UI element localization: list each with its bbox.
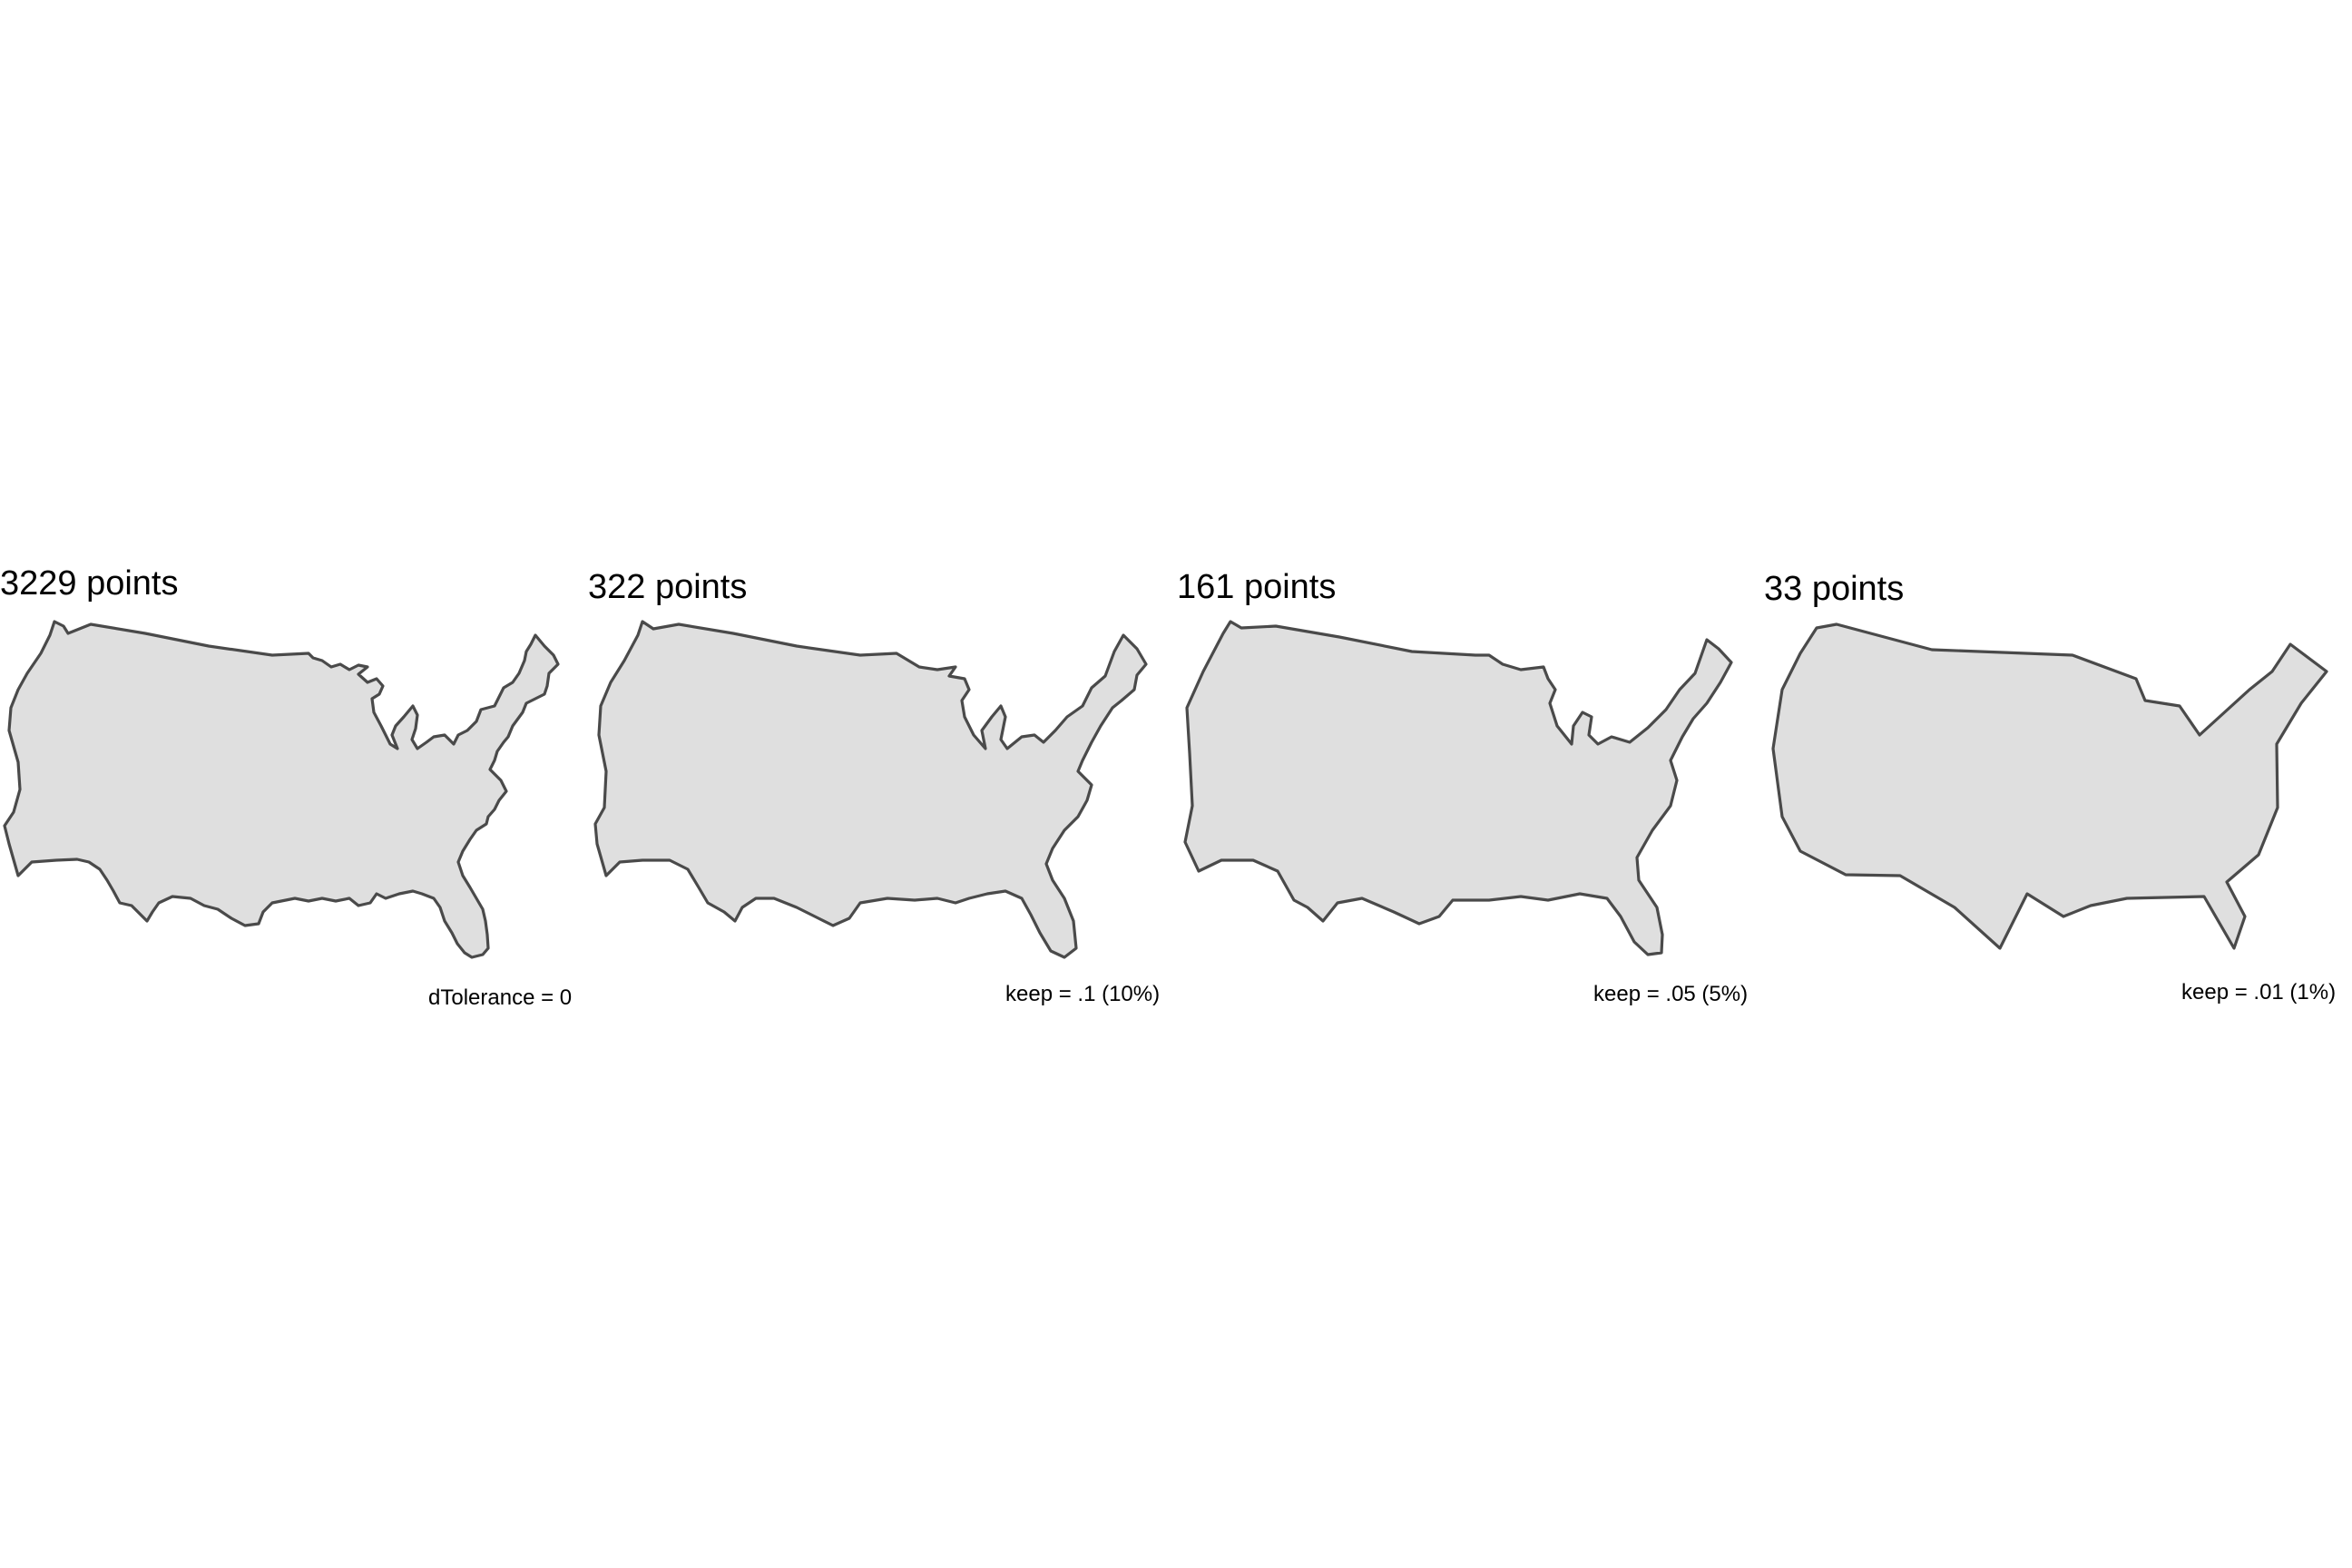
us-outline-map xyxy=(593,620,1148,959)
panel-title: 322 points xyxy=(588,568,748,606)
panel-caption: keep = .01 (1%) xyxy=(2181,980,2337,1004)
panel-caption: keep = .1 (10%) xyxy=(1005,982,1161,1006)
panel-title: 161 points xyxy=(1177,568,1337,606)
us-outline-map xyxy=(3,620,560,959)
panel-caption: dTolerance = 0 xyxy=(428,985,573,1010)
panel-caption: keep = .05 (5%) xyxy=(1593,982,1749,1006)
panel-title: 33 points xyxy=(1764,570,1905,608)
us-outline-map xyxy=(1771,622,2328,950)
us-outline-map xyxy=(1183,620,1733,956)
panel-title: 3229 points xyxy=(0,564,179,603)
